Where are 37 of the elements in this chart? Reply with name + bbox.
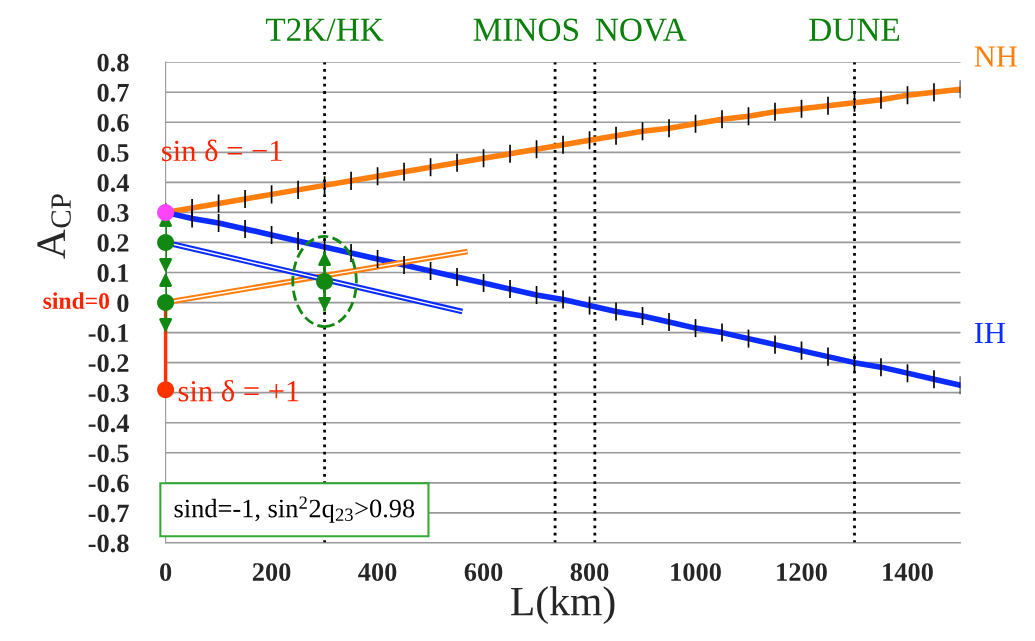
y-tick-label: 0.8 (97, 53, 129, 72)
y-tick-label: -0.2 (88, 354, 129, 373)
y-tick-label: -0.8 (88, 534, 129, 553)
x-tick-label: 0 (160, 563, 172, 581)
y-tick-label: 0.2 (97, 234, 129, 252)
y-tick-label: 0.3 (97, 204, 129, 222)
text: sind=0 (43, 292, 110, 309)
y-tick-label: 0.7 (97, 83, 129, 102)
x-tick-label: 400 (358, 563, 397, 581)
y-tick-label: 0.4 (97, 173, 129, 192)
ref-line-label: NOVA (595, 18, 687, 42)
y-axis-title: A$_{CP}$ (37, 194, 71, 259)
x-tick-label: 200 (252, 563, 291, 581)
annotation: sin δ = −1 (162, 139, 282, 162)
y-tick-label: -0.3 (88, 384, 129, 403)
y-tick-label: -0.1 (88, 324, 129, 343)
y-tick-label: 0.1 (97, 264, 129, 283)
ref-line-label: T2K/HK (265, 18, 384, 41)
x-tick-label: 600 (464, 563, 503, 581)
x-tick-label: 1400 (883, 563, 933, 581)
annotation: sind=-1, sin$^{2}$2q$_{23}$>0.98 (174, 496, 415, 523)
y-tick-label: 0 (117, 294, 129, 312)
ref-line-label: DUNE (809, 18, 900, 41)
x-tick-label: 800 (570, 563, 609, 581)
x-tick-label: 1000 (671, 563, 721, 581)
y-tick-label: -0.5 (88, 444, 129, 463)
x-tick-label: 1200 (777, 563, 827, 581)
y-tick-label: 0.5 (97, 143, 129, 162)
y-tick-label: -0.7 (88, 504, 129, 523)
series-label: NH (974, 46, 1017, 67)
series-label: IH (974, 322, 1006, 343)
x-axis-title: L(km) (511, 586, 615, 625)
y-tick-label: -0.4 (88, 414, 129, 433)
y-tick-label: -0.6 (88, 474, 129, 493)
ref-line-label: MINOS (473, 18, 579, 41)
y-tick-label: 0.6 (97, 113, 129, 132)
annotation: sin δ = +1 (178, 379, 299, 402)
